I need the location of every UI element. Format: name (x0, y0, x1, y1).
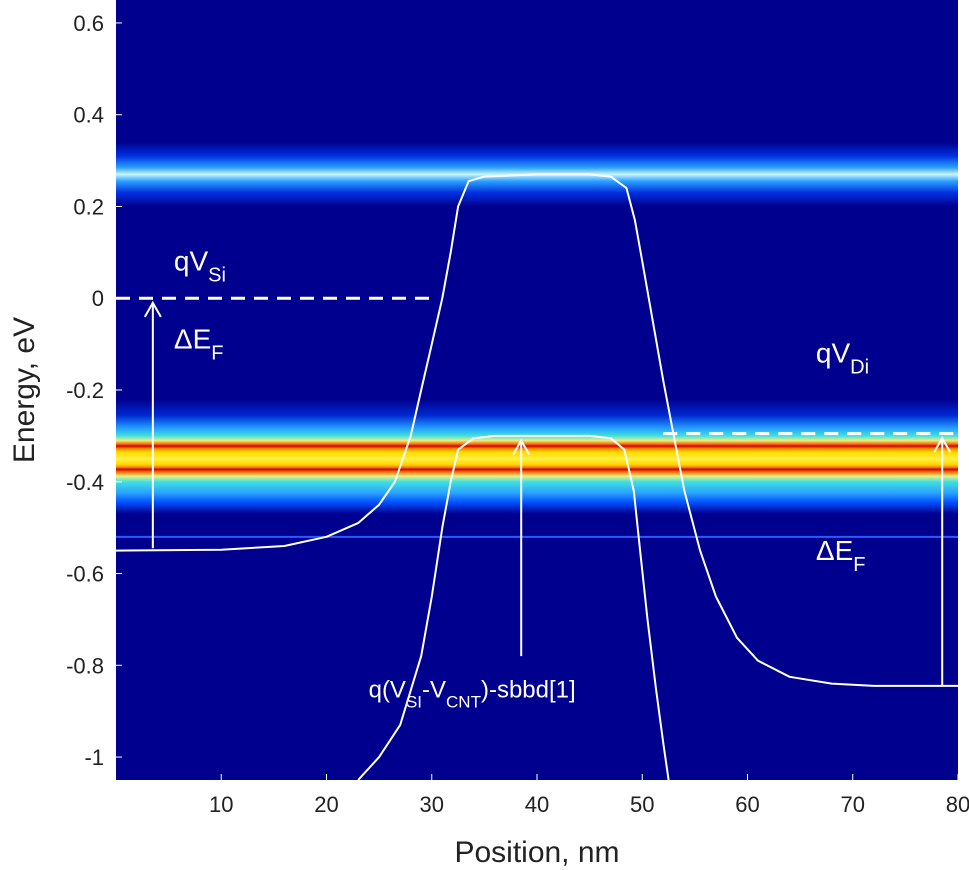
arrows (143, 300, 952, 686)
annotation-qvsi: qVSi (174, 246, 226, 287)
y-axis-label: Energy, eV (8, 317, 41, 463)
series-layer (116, 173, 958, 780)
x-tick-label: 10 (209, 792, 233, 817)
x-tick-label: 70 (841, 792, 865, 817)
arrow-2 (512, 438, 531, 657)
x-tick-label: 30 (420, 792, 444, 817)
arrow-1 (143, 300, 162, 549)
series-curve-1 (116, 173, 958, 687)
x-axis-label: Position, nm (454, 836, 619, 869)
y-tick-label: -0.8 (66, 653, 104, 678)
y-tick-label: 0.2 (73, 194, 104, 219)
y-tick-label: 0.6 (73, 11, 104, 36)
heatmap-background (116, 0, 958, 780)
y-axis-ticks: -1 -0.8 -0.6 -0.4 -0.2 0 0.2 0.4 0.6 (66, 11, 122, 770)
x-tick-label: 50 (630, 792, 654, 817)
x-tick-label: 60 (735, 792, 759, 817)
y-tick-label: 0 (92, 286, 104, 311)
annotations: qVSi ΔEF qVDi ΔEF q(VSI-VCNT)-sbbd[1] (174, 246, 869, 711)
annotation-def-left: ΔEF (174, 324, 224, 365)
y-tick-label: -0.4 (66, 470, 104, 495)
x-tick-label: 80 (946, 792, 969, 817)
y-tick-label: 0.4 (73, 103, 104, 128)
x-axis-ticks: 10 20 30 40 50 60 70 80 (209, 774, 969, 817)
reference-lines (116, 296, 958, 436)
series-curve-2 (357, 434, 670, 780)
x-tick-label: 20 (314, 792, 338, 817)
arrow-3 (933, 436, 952, 686)
annotation-qvdi: qVDi (816, 337, 869, 378)
y-tick-label: -0.2 (66, 378, 104, 403)
y-tick-label: -0.6 (66, 562, 104, 587)
y-tick-label: -1 (84, 745, 104, 770)
annotation-def-right: ΔEF (816, 535, 866, 576)
annotation-sbbd: q(VSI-VCNT)-sbbd[1] (369, 676, 576, 711)
x-tick-label: 40 (525, 792, 549, 817)
